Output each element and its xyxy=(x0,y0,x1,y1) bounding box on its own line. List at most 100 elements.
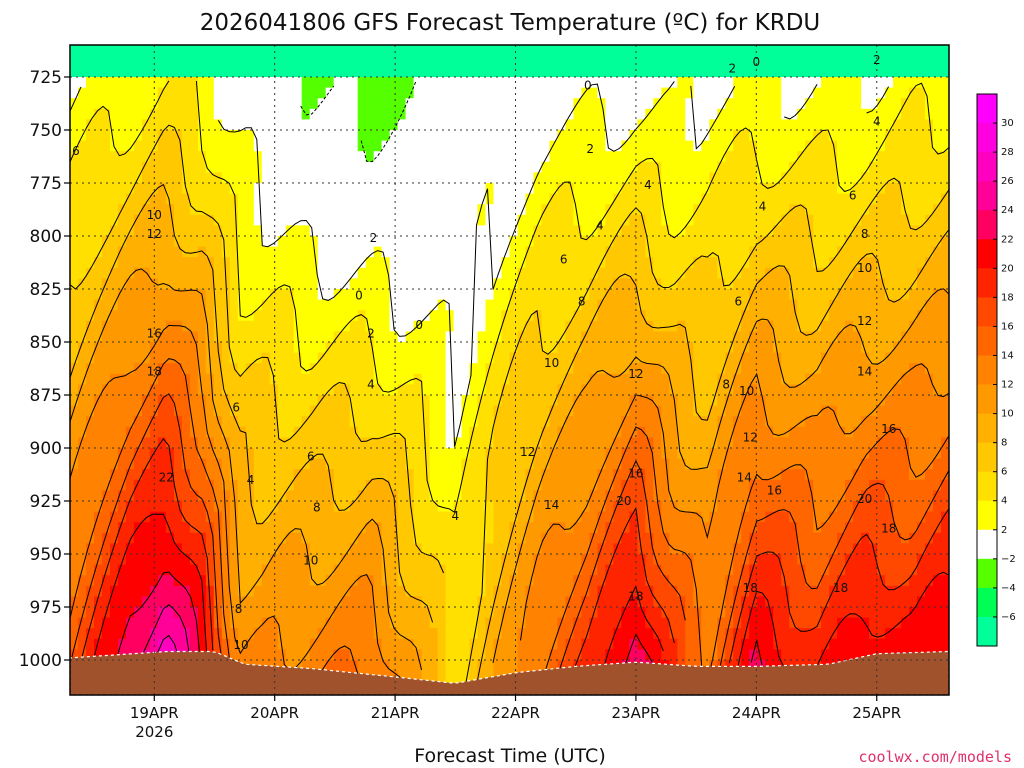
temperature-cell xyxy=(661,130,670,142)
temperature-cell xyxy=(493,532,503,544)
temperature-cell xyxy=(421,77,431,89)
temperature-cell xyxy=(581,45,590,46)
temperature-cell xyxy=(621,66,630,78)
temperature-cell xyxy=(285,607,295,619)
temperature-cell xyxy=(157,161,167,173)
temperature-cell xyxy=(301,45,311,46)
temperature-cell xyxy=(205,479,215,491)
temperature-cell xyxy=(261,236,271,248)
temperature-cell xyxy=(685,607,694,619)
temperature-cell xyxy=(181,267,191,279)
temperature-cell xyxy=(357,119,367,131)
temperature-cell xyxy=(541,161,551,173)
temperature-cell xyxy=(661,458,670,470)
temperature-cell xyxy=(493,585,503,597)
temperature-cell xyxy=(365,660,375,672)
temperature-cell xyxy=(301,469,311,481)
temperature-cell xyxy=(589,172,598,184)
temperature-cell xyxy=(277,161,287,173)
temperature-cell xyxy=(613,108,622,120)
temperature-cell xyxy=(485,564,495,576)
temperature-cell xyxy=(477,405,487,417)
temperature-cell xyxy=(437,607,447,619)
temperature-cell xyxy=(653,119,662,131)
temperature-cell xyxy=(189,501,199,513)
temperature-cell xyxy=(285,119,295,131)
temperature-cell xyxy=(237,257,247,269)
temperature-cell xyxy=(693,660,702,672)
temperature-cell xyxy=(413,458,423,470)
temperature-cell xyxy=(301,395,311,407)
temperature-cell xyxy=(269,98,279,110)
temperature-cell xyxy=(245,289,255,301)
temperature-cell xyxy=(405,45,415,57)
temperature-cell xyxy=(589,108,598,120)
temperature-cell xyxy=(461,98,471,110)
temperature-cell xyxy=(261,98,271,110)
temperature-cell xyxy=(229,66,239,78)
temperature-cell xyxy=(110,77,119,89)
temperature-cell xyxy=(141,87,151,99)
temperature-cell xyxy=(381,638,391,650)
temperature-cell xyxy=(461,342,471,354)
temperature-cell xyxy=(181,490,191,502)
temperature-cell xyxy=(597,628,606,640)
temperature-cell xyxy=(413,236,423,248)
temperature-cell xyxy=(277,151,287,163)
temperature-cell xyxy=(365,161,375,173)
temperature-cell xyxy=(237,585,247,597)
temperature-cell xyxy=(173,278,183,290)
temperature-cell xyxy=(157,172,167,184)
temperature-cell xyxy=(653,140,662,152)
temperature-cell xyxy=(429,585,439,597)
temperature-cell xyxy=(133,55,143,67)
temperature-cell xyxy=(205,278,215,290)
temperature-cell xyxy=(421,607,431,619)
temperature-cell xyxy=(341,214,351,226)
temperature-cell xyxy=(173,479,183,491)
temperature-cell xyxy=(477,98,487,110)
temperature-cell xyxy=(325,214,335,226)
temperature-cell xyxy=(605,214,614,226)
temperature-cell xyxy=(453,405,463,417)
temperature-cell xyxy=(293,108,303,120)
temperature-cell xyxy=(141,342,151,354)
temperature-cell xyxy=(301,501,311,513)
temperature-cell xyxy=(453,564,463,576)
temperature-cell xyxy=(405,98,415,110)
temperature-cell xyxy=(261,45,271,57)
temperature-cell xyxy=(517,596,527,608)
temperature-cell xyxy=(245,204,255,216)
temperature-cell xyxy=(405,66,415,78)
temperature-cell xyxy=(133,66,143,78)
temperature-cell xyxy=(285,617,295,629)
temperature-cell xyxy=(221,320,231,332)
temperature-cell xyxy=(685,151,694,163)
temperature-cell xyxy=(365,448,375,460)
temperature-cell xyxy=(509,299,519,311)
temperature-cell xyxy=(389,373,399,385)
temperature-cell xyxy=(589,257,598,269)
temperature-cell xyxy=(94,119,103,131)
temperature-cell xyxy=(629,55,638,67)
temperature-cell xyxy=(453,87,463,99)
temperature-cell xyxy=(421,628,431,640)
temperature-cell xyxy=(421,511,431,523)
temperature-cell xyxy=(157,45,167,46)
temperature-cell xyxy=(429,670,439,682)
temperature-cell xyxy=(261,501,271,513)
temperature-cell xyxy=(685,638,694,650)
temperature-cell xyxy=(301,320,311,332)
temperature-cell xyxy=(189,342,199,354)
temperature-cell xyxy=(429,77,439,89)
temperature-cell xyxy=(445,522,455,534)
temperature-cell xyxy=(269,45,279,57)
temperature-cell xyxy=(661,575,670,587)
temperature-cell xyxy=(565,204,574,216)
temperature-cell xyxy=(573,278,582,290)
temperature-cell xyxy=(701,108,710,120)
temperature-cell xyxy=(189,617,199,629)
temperature-cell xyxy=(165,575,175,587)
temperature-cell xyxy=(149,342,159,354)
temperature-cell xyxy=(301,299,311,311)
